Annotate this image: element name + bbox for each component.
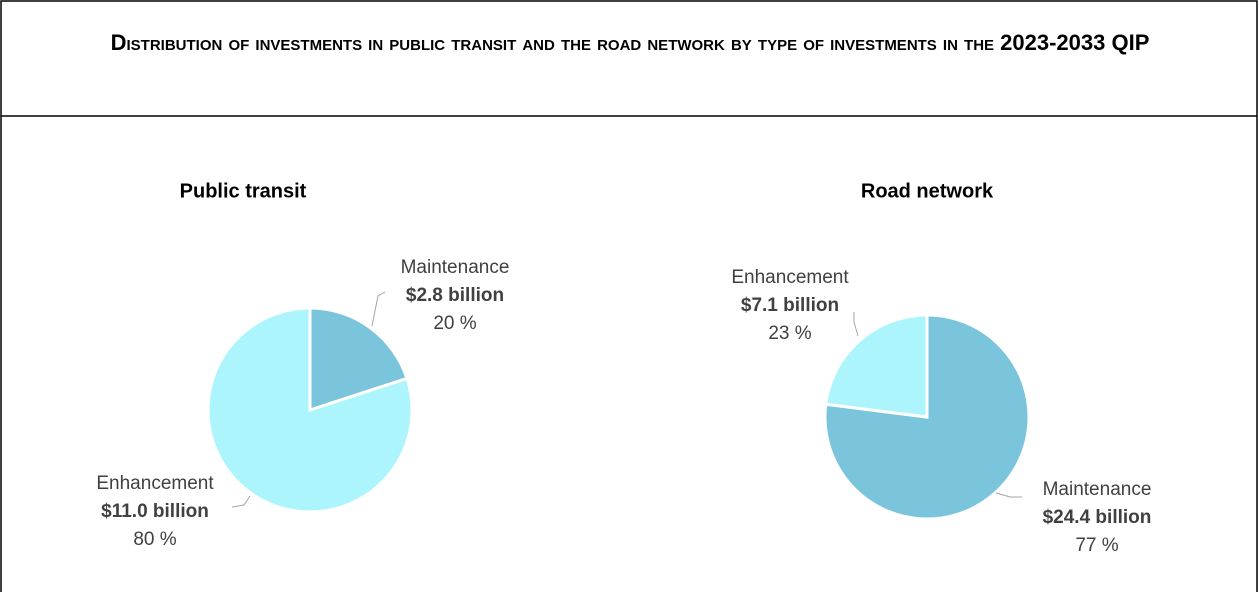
leader-line bbox=[371, 291, 386, 327]
leader-line bbox=[995, 492, 1022, 498]
amount-label: $24.4 billion bbox=[1043, 507, 1152, 528]
pie-slice bbox=[308, 306, 409, 413]
leader-line bbox=[853, 312, 859, 337]
pie-slice bbox=[206, 306, 414, 514]
slice-label: Enhancement bbox=[96, 473, 214, 494]
percent-label: 77 % bbox=[1075, 535, 1118, 556]
pie-title: Public transit bbox=[180, 180, 307, 202]
slice-label: Enhancement bbox=[731, 267, 849, 288]
pie-title: Road network bbox=[861, 180, 994, 202]
amount-label: $7.1 billion bbox=[741, 295, 839, 316]
slice-label: Maintenance bbox=[401, 257, 510, 278]
pie-slice bbox=[824, 313, 929, 419]
page-title: Distribution of investments in public tr… bbox=[110, 30, 1150, 55]
title-box: Distribution of investments in public tr… bbox=[110, 30, 1150, 55]
percent-label: 20 % bbox=[433, 313, 476, 334]
leader-line bbox=[231, 495, 251, 508]
amount-label: $2.8 billion bbox=[406, 285, 504, 306]
slice-label: Maintenance bbox=[1043, 479, 1152, 500]
amount-label: $11.0 billion bbox=[101, 501, 209, 522]
percent-label: 23 % bbox=[768, 323, 811, 344]
percent-label: 80 % bbox=[133, 529, 176, 550]
charts: Public transit Maintenance $2.8 billion 20 … bbox=[96, 180, 1151, 556]
